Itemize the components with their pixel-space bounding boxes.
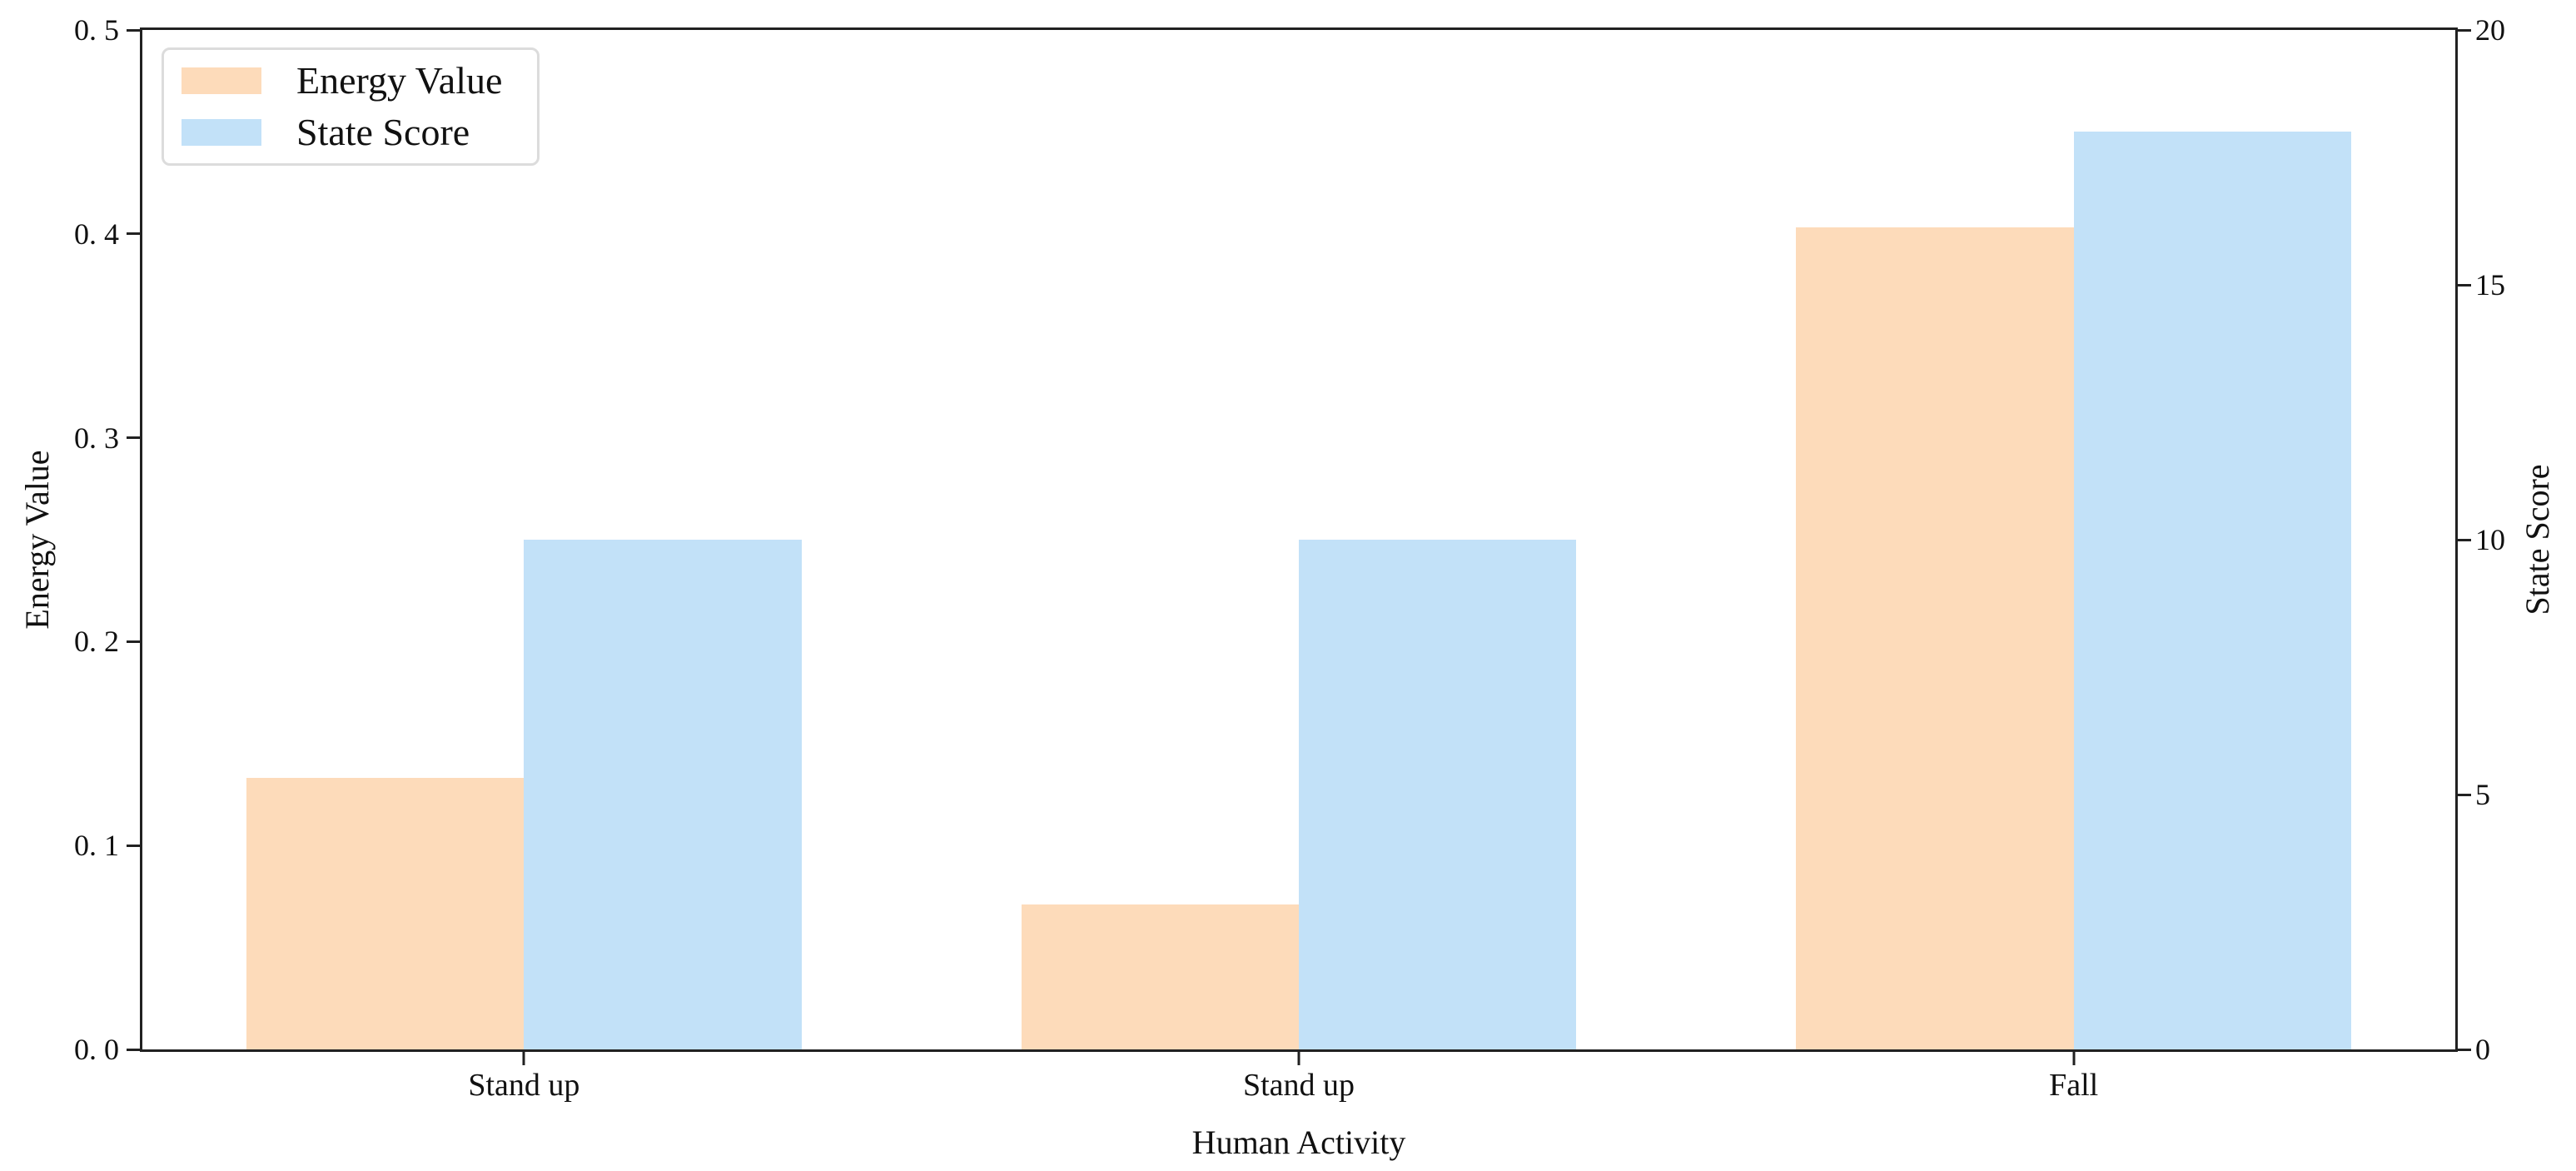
x-axis-title: Human Activity (1191, 1124, 1406, 1161)
y-tick-right (2458, 538, 2471, 541)
bar-energy-value-1 (1021, 904, 1299, 1049)
y-tick-label-left: 0. 0 (74, 1033, 119, 1066)
y-tick-right (2458, 793, 2471, 796)
y-tick-left (127, 28, 140, 32)
y-tick-label-right: 5 (2475, 778, 2490, 811)
x-tick (1297, 1052, 1300, 1065)
left-y-axis-title: Energy Value (18, 450, 56, 630)
x-category-label: Stand up (468, 1068, 580, 1103)
bar-state-score-1 (1299, 540, 1577, 1049)
legend-swatch-energy-value (182, 67, 261, 94)
legend: Energy Value State Score (162, 47, 540, 166)
y-tick-label-right: 20 (2475, 13, 2505, 47)
y-tick-label-left: 0. 1 (74, 829, 119, 863)
plot-area: Human Activity Energy Value State Score … (74, 15, 2505, 1159)
y-tick-right (2458, 283, 2471, 287)
y-tick-label-right: 15 (2475, 268, 2505, 301)
y-tick-right (2458, 28, 2471, 32)
legend-label: Energy Value (296, 59, 503, 102)
right-y-axis-title: State Score (2519, 464, 2556, 615)
y-tick-right (2458, 1048, 2471, 1051)
y-tick-label-left: 0. 5 (74, 13, 119, 47)
y-tick-left (127, 844, 140, 847)
y-tick-left (127, 640, 140, 643)
x-tick (2072, 1052, 2076, 1065)
x-category-label: Fall (2049, 1068, 2099, 1103)
x-category-label: Stand up (1242, 1068, 1355, 1103)
legend-label: State Score (296, 111, 470, 153)
bar-energy-value-0 (246, 778, 525, 1049)
legend-swatch-state-score (182, 119, 261, 146)
legend-item: State Score (182, 113, 537, 152)
x-tick (522, 1052, 525, 1065)
y-tick-label-left: 0. 4 (74, 217, 119, 251)
bar-state-score-0 (524, 540, 802, 1049)
y-tick-left (127, 436, 140, 440)
bar-state-score-2 (2073, 132, 2351, 1049)
legend-item: Energy Value (182, 62, 537, 100)
y-tick-label-left: 0. 3 (74, 421, 119, 455)
y-tick-label-right: 0 (2475, 1033, 2490, 1066)
y-tick-label-left: 0. 2 (74, 625, 119, 659)
bar-energy-value-2 (1796, 227, 2074, 1049)
y-tick-left (127, 232, 140, 236)
y-tick-left (127, 1048, 140, 1051)
y-tick-label-right: 10 (2475, 523, 2505, 556)
